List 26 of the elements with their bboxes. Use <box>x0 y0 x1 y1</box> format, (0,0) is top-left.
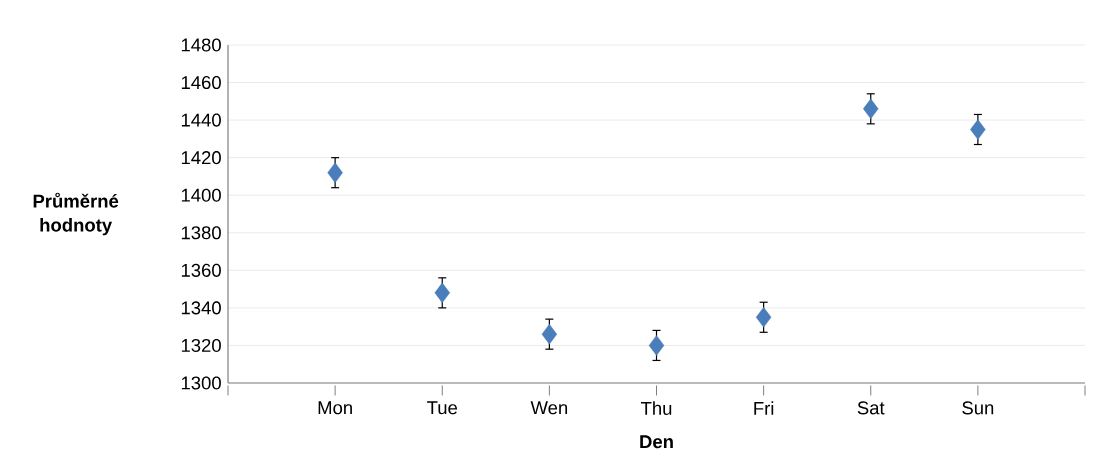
point <box>327 162 343 183</box>
x-tick-label: Sat <box>857 401 885 415</box>
x-tick-label: Thu <box>640 401 672 415</box>
point <box>648 335 665 356</box>
x-tick-label: Wen <box>530 401 568 415</box>
y-tick-label: 1380 <box>181 226 221 240</box>
y-tick-label: 1420 <box>181 151 221 165</box>
x-tick-label: Fri <box>754 401 774 415</box>
point <box>434 282 450 304</box>
x-axis-title: Den <box>640 435 673 449</box>
y-tick-label: 1480 <box>181 38 221 52</box>
x-tick-label: Tue <box>427 401 458 415</box>
y-axis-title: Průměrné hodnoty <box>33 192 119 236</box>
y-tick-label: 1360 <box>181 263 221 277</box>
y-tick-label: 1320 <box>181 338 221 352</box>
point <box>541 323 558 345</box>
y-tick-label: 1300 <box>181 376 221 390</box>
point <box>755 307 772 328</box>
y-tick-label: 1440 <box>181 113 221 127</box>
point <box>970 119 986 140</box>
y-tick-label: 1340 <box>181 301 221 315</box>
point <box>863 98 879 120</box>
x-tick-label: Sun <box>962 401 994 415</box>
y-tick-label: 1460 <box>181 75 221 90</box>
x-tick-label: Mon <box>318 401 352 415</box>
y-tick-label: 1400 <box>181 188 221 202</box>
